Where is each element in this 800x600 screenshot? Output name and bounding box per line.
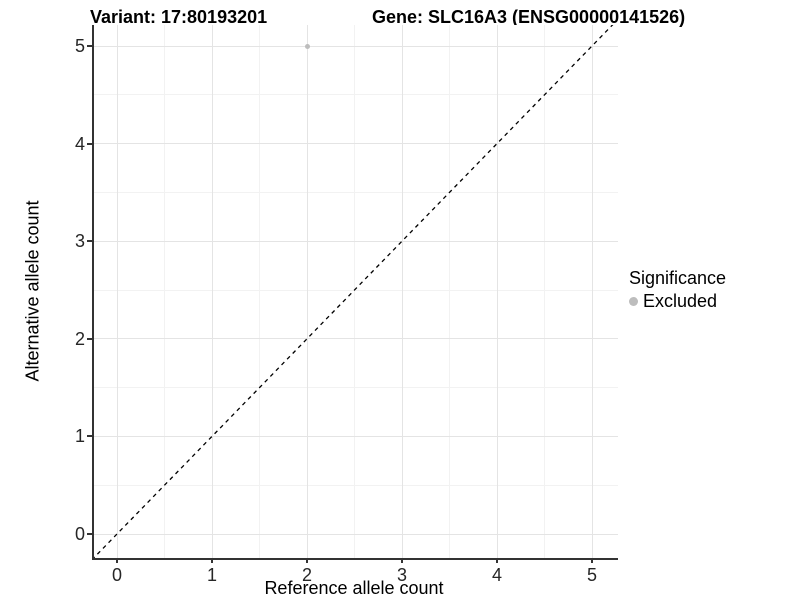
variant-title: Variant: 17:80193201 [90,7,268,27]
minor-gridline-y [94,387,618,389]
y-tick-mark [87,142,92,145]
y-tick-label: 2 [74,328,85,349]
x-tick-label: 5 [586,565,598,585]
major-gridline-y [94,533,618,535]
x-tick-label: 0 [111,565,123,585]
y-tick-mark [87,435,92,438]
major-gridline-x [116,25,118,558]
x-tick-mark [591,558,593,563]
minor-gridline-y [94,484,618,486]
y-tick-mark [87,45,92,47]
x-tick-label: 1 [206,565,218,585]
legend-title: Significance [629,268,727,288]
minor-gridline-y [94,94,618,96]
x-tick-mark [401,558,403,563]
minor-gridline-x [544,25,545,558]
x-tick-label: 4 [491,565,503,585]
minor-gridline-y [94,289,618,291]
minor-gridline-x [259,25,260,558]
major-gridline-y [94,338,618,340]
x-tick-mark [496,558,498,563]
minor-gridline-x [164,25,165,558]
y-tick-mark [87,337,92,340]
major-gridline-y [94,240,618,242]
minor-gridline-x [449,25,450,558]
major-gridline-x [306,25,308,558]
legend: Significance Excluded [629,268,726,312]
identity-dashed-line [94,25,614,558]
x-tick-label: 3 [396,565,408,585]
legend-items: Excluded [629,291,726,312]
minor-gridline-y [94,191,618,193]
major-gridline-x [401,25,403,558]
y-tick-mark [87,533,92,535]
x-tick-label: 2 [301,565,313,585]
major-gridline-x [496,25,498,558]
scatter-point [304,43,310,49]
minor-gridline-x [354,25,355,558]
y-tick-label: 4 [74,133,85,154]
y-tick-label: 3 [74,231,85,252]
x-tick-mark [306,558,308,563]
gene-title: Gene: SLC16A3 (ENSG00000141526) [372,7,686,27]
plot-panel [92,25,618,560]
legend-dot-icon [629,297,638,306]
y-tick-label: 0 [74,524,85,544]
major-gridline-y [94,45,618,47]
y-tick-mark [87,240,92,243]
y-tick-label: 1 [74,426,85,447]
x-tick-mark [116,558,118,563]
major-gridline-y [94,435,618,437]
legend-item-label: Excluded [643,291,718,311]
legend-item: Excluded [629,291,726,312]
major-gridline-y [94,143,618,145]
x-tick-mark [211,558,213,563]
major-gridline-x [591,25,593,558]
x-axis-title: Reference allele count [264,578,444,598]
y-tick-label: 5 [74,36,85,56]
major-gridline-x [211,25,213,558]
y-axis-title: Alternative allele count [22,200,43,382]
